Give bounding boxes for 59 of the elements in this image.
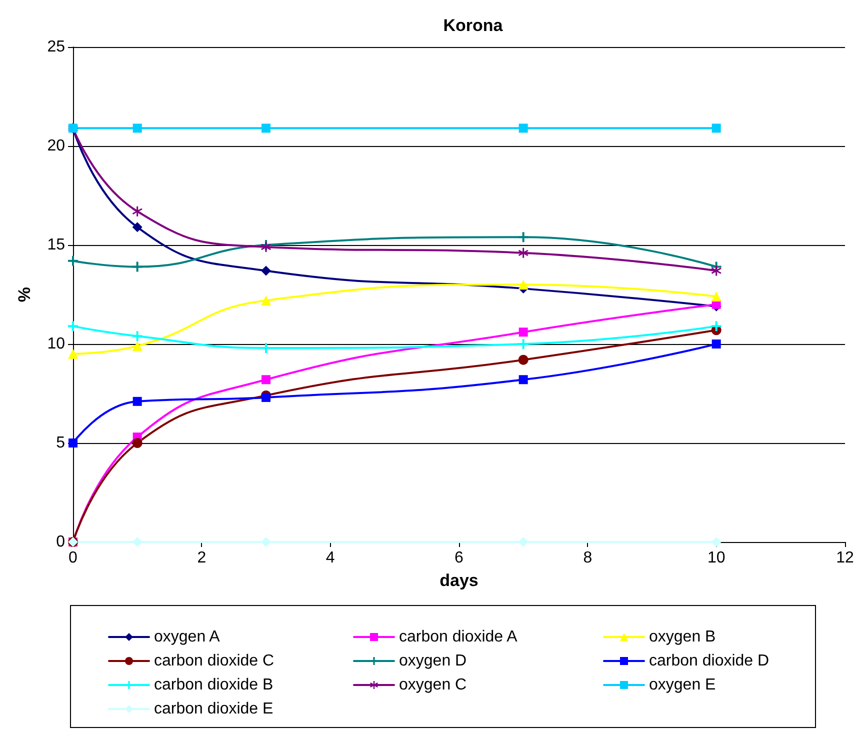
y-tick-label: 25 xyxy=(47,38,66,56)
y-tick-label: 10 xyxy=(47,336,66,352)
legend-label: oxygen B xyxy=(649,628,716,646)
legend-label: carbon dioxide A xyxy=(399,628,518,646)
point xyxy=(132,222,142,232)
point xyxy=(132,262,142,272)
point xyxy=(262,124,270,133)
point xyxy=(261,295,271,306)
point xyxy=(518,339,528,349)
x-axis-title: days xyxy=(440,571,478,590)
legend-label: carbon dioxide C xyxy=(154,652,274,670)
point xyxy=(711,537,722,547)
point xyxy=(518,124,528,133)
x-tick-label: 10 xyxy=(707,550,726,566)
point xyxy=(132,206,142,216)
point xyxy=(132,340,142,351)
legend-label: carbon dioxide E xyxy=(154,700,274,718)
x-tick-label: 8 xyxy=(583,550,592,566)
point xyxy=(518,354,528,365)
legend-label: oxygen C xyxy=(399,676,467,694)
point xyxy=(132,124,142,133)
y-tick-label: 20 xyxy=(47,138,66,154)
point xyxy=(132,396,142,406)
point xyxy=(68,256,78,266)
legend-label: oxygen E xyxy=(649,676,716,694)
x-tick-label: 2 xyxy=(197,550,206,566)
point xyxy=(132,331,142,342)
point xyxy=(712,124,721,133)
y-axis-title: % xyxy=(15,286,34,302)
point xyxy=(711,291,722,302)
point xyxy=(518,537,528,547)
y-tick-label: 15 xyxy=(47,236,66,254)
point xyxy=(518,248,528,258)
x-tick-label: 4 xyxy=(326,550,335,566)
y-tick-label: 5 xyxy=(56,434,66,452)
chart-title: Korona xyxy=(443,16,504,35)
y-tick-label: 0 xyxy=(56,534,66,550)
point xyxy=(518,375,528,384)
point xyxy=(712,340,721,348)
point xyxy=(132,537,142,547)
legend-label: carbon dioxide B xyxy=(154,676,274,694)
legend-label: oxygen A xyxy=(154,628,220,646)
point xyxy=(262,375,270,384)
point xyxy=(261,266,271,276)
point xyxy=(262,392,270,402)
legend-label: carbon dioxide D xyxy=(649,652,770,670)
point xyxy=(518,232,528,242)
x-tick-label: 6 xyxy=(454,550,464,566)
point xyxy=(518,328,528,337)
x-tick-label: 0 xyxy=(68,550,78,566)
point xyxy=(261,537,271,547)
point xyxy=(68,348,78,359)
point xyxy=(711,321,722,332)
x-tick-label: 12 xyxy=(836,550,854,566)
point xyxy=(518,280,528,290)
point xyxy=(68,321,78,332)
point xyxy=(711,266,722,276)
point xyxy=(132,438,142,448)
legend-label: oxygen D xyxy=(399,652,467,670)
